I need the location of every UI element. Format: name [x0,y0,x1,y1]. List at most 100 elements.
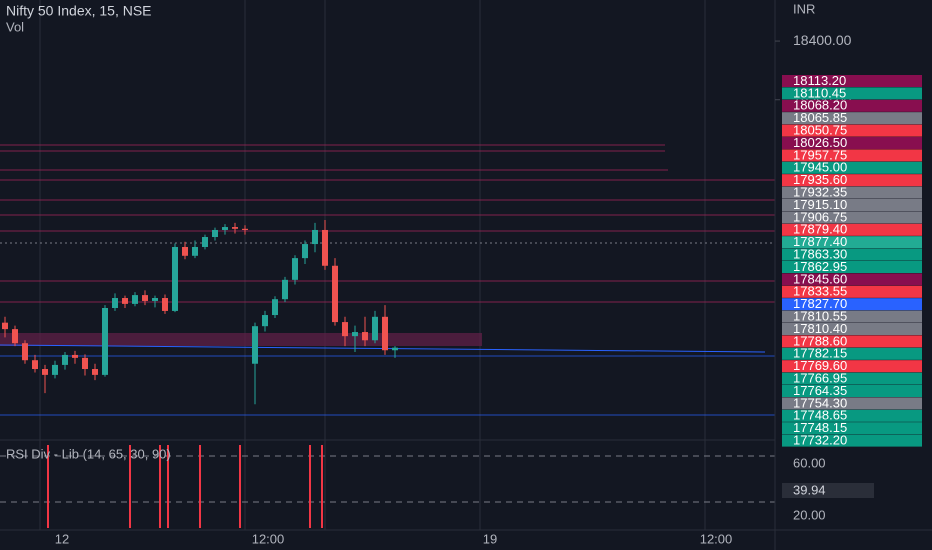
price-tag-label: 17906.75 [793,209,847,224]
candle-body [332,265,338,323]
chart-title: Nifty 50 Index, 15, NSE [6,3,152,19]
candle-body [302,244,308,259]
price-tag-label: 17879.40 [793,222,847,237]
price-tag [782,199,922,211]
price-tag-label: 17863.30 [793,247,847,262]
price-tag-label: 17748.65 [793,408,847,423]
rsi-axis-label: 20.00 [793,507,826,522]
price-tag [782,360,922,373]
price-tag-label: 17748.15 [793,420,847,435]
price-tag [782,174,922,187]
price-tag [782,285,922,298]
candle-body [372,316,378,341]
price-tag-label: 17957.75 [793,147,847,162]
price-tag-label: 17845.60 [793,271,847,286]
candle-body [172,246,178,311]
price-tag-label: 17788.60 [793,333,847,348]
price-tag [782,409,922,422]
price-tag-label: 18113.20 [793,73,846,88]
price-tag [782,161,922,174]
candle-body [212,229,218,238]
price-tag [782,211,922,224]
price-tag [782,75,922,87]
candle-body [192,246,198,256]
price-tag-label: 17766.95 [793,371,847,386]
candle-body [312,229,318,245]
candle-body [12,329,18,344]
candle-body [322,229,328,266]
candle-body [122,298,128,304]
candle-body [142,295,148,301]
candle-body [82,357,88,370]
price-tag-label: 17810.40 [793,321,847,336]
price-tag [782,273,922,286]
rsi-label: RSI Div - Lib (14, 65, 30, 90) [6,446,171,461]
candle-body [352,332,358,337]
rsi-axis-label: 60.00 [793,455,826,470]
time-label: 19 [483,531,497,546]
price-tag [782,248,922,261]
price-tag-label: 18110.45 [793,85,846,100]
price-tag [782,186,922,199]
price-tag-label: 17945.00 [793,160,847,175]
zone [0,333,482,346]
rsi-value: 39.94 [793,482,826,497]
price-tag-label: 17827.70 [793,296,847,311]
candle-body [92,369,98,375]
price-tag-label: 17862.95 [793,259,847,274]
price-tag-label: 17935.60 [793,172,847,187]
candle-body [132,295,138,304]
price-tag [782,87,922,100]
level-lines [0,144,775,303]
price-tag [782,385,922,397]
price-tag [782,99,922,112]
candle-body [252,326,258,364]
candle-body [32,360,38,370]
candle-body [2,322,8,330]
price-tag [782,149,922,162]
price-tag [782,310,922,323]
price-tag-label: 17764.35 [793,383,847,398]
price-tag [782,422,922,435]
time-label: 12 [55,531,69,546]
candle-body [182,246,188,256]
candle-body [22,343,28,361]
price-tag [782,434,922,447]
candle-body [382,316,388,351]
price-tag [782,236,922,249]
currency: INR [793,1,815,16]
price-tag [782,124,922,137]
candle-body [362,332,368,341]
price-tag-label: 18026.50 [793,135,847,150]
candle-body [72,354,78,358]
price-tag-label: 18068.20 [793,98,847,113]
price-tag-label: 17932.35 [793,185,847,200]
volume-label: Vol [6,19,24,34]
price-label: 18400.00 [793,32,852,48]
candle-body [52,364,58,375]
candle-body [222,227,228,230]
price-tag-label: 17754.30 [793,395,847,410]
time-label: 12:00 [700,531,733,546]
price-tag-label: 17833.55 [793,284,847,299]
candle-body [162,298,168,311]
candle-body [62,354,68,365]
price-tag [782,112,922,125]
candle-body [112,298,118,308]
price-tag-label: 17732.20 [793,433,847,448]
price-tag-label: 18050.75 [793,123,847,138]
price-tag-label: 17915.10 [793,197,847,212]
price-tag [782,223,922,236]
rsi-value-tag [782,483,874,498]
price-tag-label: 17877.40 [793,234,847,249]
candle-body [232,227,238,229]
price-tag-label: 17769.60 [793,358,847,373]
price-tag [782,335,922,348]
candle-body [292,258,298,280]
candle-body [272,299,278,316]
candle-body [152,298,158,301]
price-tag [782,298,922,311]
